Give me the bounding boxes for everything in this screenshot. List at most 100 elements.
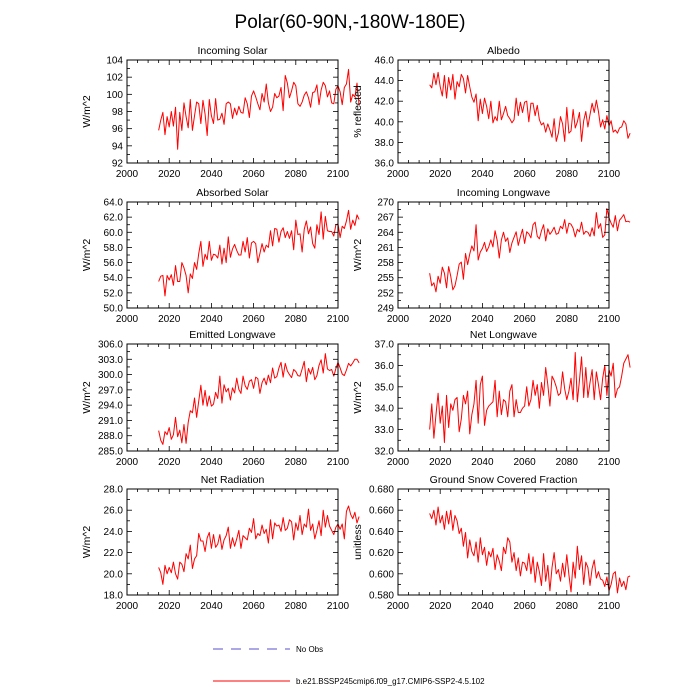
incoming-longwave-ytick-label: 258 [377, 258, 394, 269]
net-radiation-xtick-label: 2000 [116, 601, 139, 612]
incoming-longwave-frame [397, 201, 610, 309]
incoming-solar-xtick-label: 2000 [116, 169, 139, 180]
absorbed-solar-xtick-label: 2080 [285, 314, 308, 325]
absorbed-solar-ylabel: W/m^2 [81, 239, 93, 272]
net-longwave-xtick-label: 2040 [471, 457, 494, 468]
incoming-longwave-xtick-label: 2060 [513, 314, 536, 325]
ground-snow-xtick-label: 2040 [471, 601, 494, 612]
albedo-ylabel: % reflected [352, 85, 364, 138]
albedo-frame [397, 59, 610, 164]
ground-snow-xtick-label: 2100 [598, 601, 621, 612]
net-radiation-xtick-label: 2040 [200, 601, 223, 612]
net-longwave-xtick-label: 2000 [387, 457, 410, 468]
incoming-longwave-ytick-label: 252 [377, 288, 394, 299]
albedo-ytick-label: 44.0 [375, 76, 395, 87]
albedo-xtick-label: 2080 [556, 169, 579, 180]
incoming-solar-ytick-label: 94 [112, 141, 124, 152]
panels: Incoming Solar W/m^2 2000 2020 2040 2060 2080 2… [81, 45, 631, 612]
albedo-xtick-label: 2060 [513, 169, 536, 180]
emitted-longwave-xtick-label: 2040 [200, 457, 223, 468]
incoming-longwave-series-line [429, 208, 631, 293]
ground-snow-xtick-label: 2080 [556, 601, 579, 612]
incoming-longwave-xtick-label: 2080 [556, 314, 579, 325]
emitted-longwave-ytick-label: 297.0 [98, 385, 123, 396]
net-longwave-ytick-label: 36.0 [375, 361, 395, 372]
emitted-longwave-ytick-label: 288.0 [98, 431, 123, 442]
absorbed-solar-ytick-label: 60.0 [104, 228, 124, 239]
net-radiation-xtick-label: 2080 [285, 601, 308, 612]
panel-albedo: Albedo % reflected 2000 2020 2040 2060 2080 210… [352, 45, 631, 180]
albedo-title: Albedo [487, 45, 520, 57]
incoming-longwave-ylabel: W/m^2 [352, 239, 364, 272]
incoming-solar-ytick-label: 104 [106, 56, 123, 67]
ground-snow-ytick-label: 0.680 [369, 485, 394, 496]
emitted-longwave-title: Emitted Longwave [189, 329, 276, 341]
incoming-longwave-ytick-label: 267 [377, 213, 394, 224]
ground-snow-ylabel: unitless [352, 524, 364, 560]
emitted-longwave-xtick-label: 2020 [158, 457, 181, 468]
albedo-xtick-label: 2100 [598, 169, 621, 180]
incoming-longwave-ytick-label: 264 [377, 228, 394, 239]
absorbed-solar-ytick-label: 52.0 [104, 288, 124, 299]
albedo-xtick-label: 2020 [429, 169, 452, 180]
panel-ground-snow: Ground Snow Covered Fraction unitless 2000… [352, 474, 631, 612]
panel-emitted-longwave: Emitted Longwave W/m^2 2000 2020 2040 2060 208… [81, 329, 360, 468]
albedo-ytick-label: 42.0 [375, 97, 395, 108]
absorbed-solar-ytick-label: 62.0 [104, 213, 124, 224]
absorbed-solar-xtick-label: 2000 [116, 314, 139, 325]
panel-net-longwave: Net Longwave W/m^2 2000 2020 2040 2060 2080 210… [352, 329, 631, 468]
incoming-solar-xtick-label: 2040 [200, 169, 223, 180]
absorbed-solar-title: Absorbed Solar [196, 187, 269, 199]
incoming-longwave-ytick-label: 270 [377, 198, 394, 209]
ground-snow-ytick-label: 0.640 [369, 527, 394, 538]
net-radiation-frame [126, 488, 339, 596]
albedo-ytick-label: 46.0 [375, 56, 395, 67]
albedo-ytick-label: 40.0 [375, 117, 395, 128]
emitted-longwave-ytick-label: 306.0 [98, 340, 123, 351]
incoming-solar-series-line [158, 68, 360, 150]
incoming-longwave-xtick-label: 2020 [429, 314, 452, 325]
net-longwave-ytick-label: 34.0 [375, 404, 395, 415]
incoming-longwave-ytick-label: 255 [377, 273, 394, 284]
incoming-longwave-title: Incoming Longwave [457, 187, 551, 199]
absorbed-solar-ytick-label: 50.0 [104, 304, 124, 315]
net-longwave-ytick-label: 35.0 [375, 382, 395, 393]
emitted-longwave-xtick-label: 2060 [242, 457, 265, 468]
emitted-longwave-ylabel: W/m^2 [81, 381, 93, 414]
incoming-solar-xtick-label: 2060 [242, 169, 265, 180]
incoming-solar-ylabel: W/m^2 [81, 95, 93, 128]
absorbed-solar-xtick-label: 2060 [242, 314, 265, 325]
ground-snow-xtick-label: 2000 [387, 601, 410, 612]
net-longwave-xtick-label: 2020 [429, 457, 452, 468]
incoming-longwave-xtick-label: 2100 [598, 314, 621, 325]
incoming-solar-ytick-label: 92 [112, 159, 124, 170]
incoming-solar-xtick-label: 2080 [285, 169, 308, 180]
emitted-longwave-series-line [158, 353, 360, 445]
albedo-xtick-label: 2040 [471, 169, 494, 180]
incoming-longwave-ytick-label: 261 [377, 243, 394, 254]
emitted-longwave-ytick-label: 285.0 [98, 447, 123, 458]
net-radiation-ylabel: W/m^2 [81, 526, 93, 559]
net-radiation-ytick-label: 24.0 [104, 527, 124, 538]
ground-snow-xtick-label: 2060 [513, 601, 536, 612]
legend-model-label: b.e21.BSSP245cmip6.f09_g17.CMIP6-SSP2-4.… [296, 677, 485, 686]
net-longwave-xtick-label: 2060 [513, 457, 536, 468]
ground-snow-title: Ground Snow Covered Fraction [430, 474, 578, 486]
absorbed-solar-xtick-label: 2040 [200, 314, 223, 325]
incoming-longwave-xtick-label: 2000 [387, 314, 410, 325]
absorbed-solar-ytick-label: 56.0 [104, 258, 124, 269]
absorbed-solar-ytick-label: 58.0 [104, 243, 124, 254]
incoming-solar-ytick-label: 100 [106, 90, 123, 101]
net-radiation-ytick-label: 28.0 [104, 485, 124, 496]
emitted-longwave-xtick-label: 2100 [327, 457, 350, 468]
absorbed-solar-series-line [158, 209, 360, 297]
incoming-solar-frame [126, 59, 339, 164]
legend-obs-label: No Obs [296, 645, 323, 654]
incoming-solar-ytick-label: 102 [106, 73, 123, 84]
net-longwave-xtick-label: 2100 [598, 457, 621, 468]
incoming-longwave-ytick-label: 249 [377, 304, 394, 315]
incoming-solar-xtick-label: 2100 [327, 169, 350, 180]
incoming-solar-ytick-label: 98 [112, 107, 124, 118]
albedo-ytick-label: 38.0 [375, 138, 395, 149]
